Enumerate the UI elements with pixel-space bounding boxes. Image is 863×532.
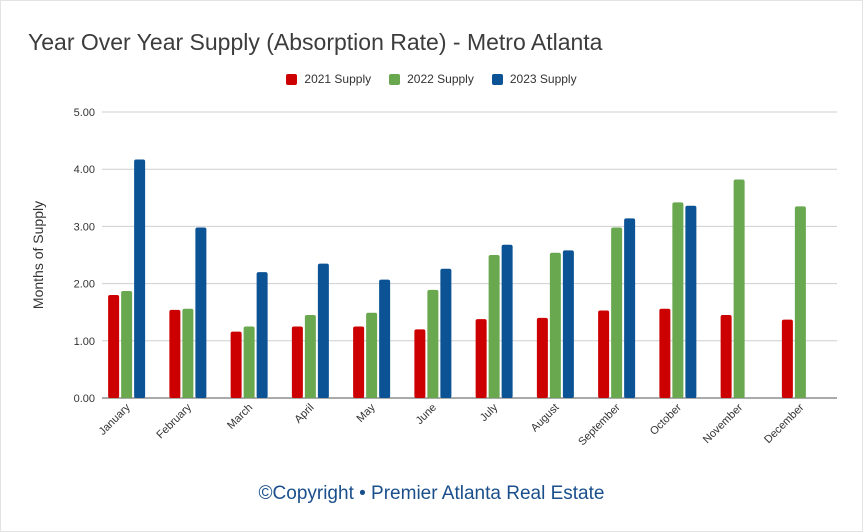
bar-2021-supply (781, 319, 793, 398)
bar-2023-supply (501, 244, 513, 398)
legend-swatch-2022 (389, 73, 401, 85)
x-tick-label: December (762, 401, 807, 446)
y-axis-label: Months of Supply (30, 201, 46, 309)
x-tick-label: September (576, 401, 623, 448)
bar-2021-supply (414, 329, 426, 398)
bar-2021-supply (475, 319, 487, 398)
x-tick-label: October (648, 401, 684, 437)
legend-label-2021: 2021 Supply (304, 72, 372, 86)
bar-2023-supply (195, 227, 207, 398)
bar-2023-supply (685, 205, 697, 398)
y-tick-label: 2.00 (74, 279, 95, 291)
y-tick-label: 5.00 (74, 107, 95, 119)
bar-2022-supply (243, 326, 255, 398)
bar-2021-supply (230, 331, 242, 398)
bar-2021-supply (353, 326, 365, 398)
bar-2021-supply (536, 317, 548, 398)
bar-2021-supply (659, 308, 671, 398)
x-tick-label: February (154, 401, 194, 441)
y-tick-label: 1.00 (74, 336, 95, 348)
y-tick-label: 4.00 (74, 164, 95, 176)
x-tick-label: March (225, 402, 255, 432)
bar-2021-supply (598, 310, 610, 398)
copyright-credit: ©Copyright • Premier Atlanta Real Estate (258, 483, 605, 504)
bar-2022-supply (366, 312, 378, 398)
bar-2023-supply (379, 279, 391, 398)
bar-2023-supply (440, 268, 452, 398)
bar-2021-supply (169, 309, 181, 398)
legend-label-2022: 2022 Supply (407, 72, 474, 86)
legend-label-2023: 2023 Supply (509, 72, 577, 86)
bar-2023-supply (624, 218, 636, 398)
bar-2022-supply (611, 227, 623, 398)
bar-2021-supply (291, 326, 303, 398)
legend-item-2022[interactable]: 2022 Supply (389, 72, 474, 86)
y-tick-label: 3.00 (74, 221, 95, 233)
legend-swatch-2021 (286, 73, 298, 85)
bar-2022-supply (427, 289, 439, 398)
bar-2023-supply (256, 272, 268, 398)
legend-item-2023[interactable]: 2023 Supply (491, 72, 577, 86)
x-tick-label: August (529, 402, 562, 435)
x-tick-label: July (478, 401, 501, 424)
bar-2022-supply (304, 315, 316, 398)
bar-2022-supply (549, 252, 561, 398)
bar-2022-supply (733, 179, 745, 398)
bar-2022-supply (182, 308, 194, 398)
x-tick-label: June (414, 402, 439, 427)
bar-2023-supply (562, 250, 574, 398)
bar-2022-supply (121, 291, 133, 398)
x-tick-label: May (355, 401, 379, 425)
bar-2022-supply (672, 202, 684, 398)
chart-title: Year Over Year Supply (Absorption Rate) … (28, 29, 603, 55)
legend-item-2021[interactable]: 2021 Supply (286, 72, 371, 86)
bar-2021-supply (720, 315, 732, 398)
chart-legend: 2021 Supply 2022 Supply 2023 Supply (1, 72, 862, 86)
y-tick-label: 0.00 (74, 393, 95, 405)
bar-2022-supply (794, 206, 806, 398)
x-tick-label: November (701, 401, 746, 446)
legend-swatch-2023 (491, 73, 503, 85)
bar-2023-supply (317, 263, 329, 398)
x-tick-label: April (292, 402, 316, 426)
bar-2022-supply (488, 255, 500, 398)
bar-chart-plot: 0.00 1.00 2.00 3.00 4.00 5.00 Months of Supply… (30, 107, 837, 448)
bar-2023-supply (134, 159, 146, 398)
x-tick-label: January (97, 401, 134, 438)
bar-2021-supply (108, 295, 120, 398)
